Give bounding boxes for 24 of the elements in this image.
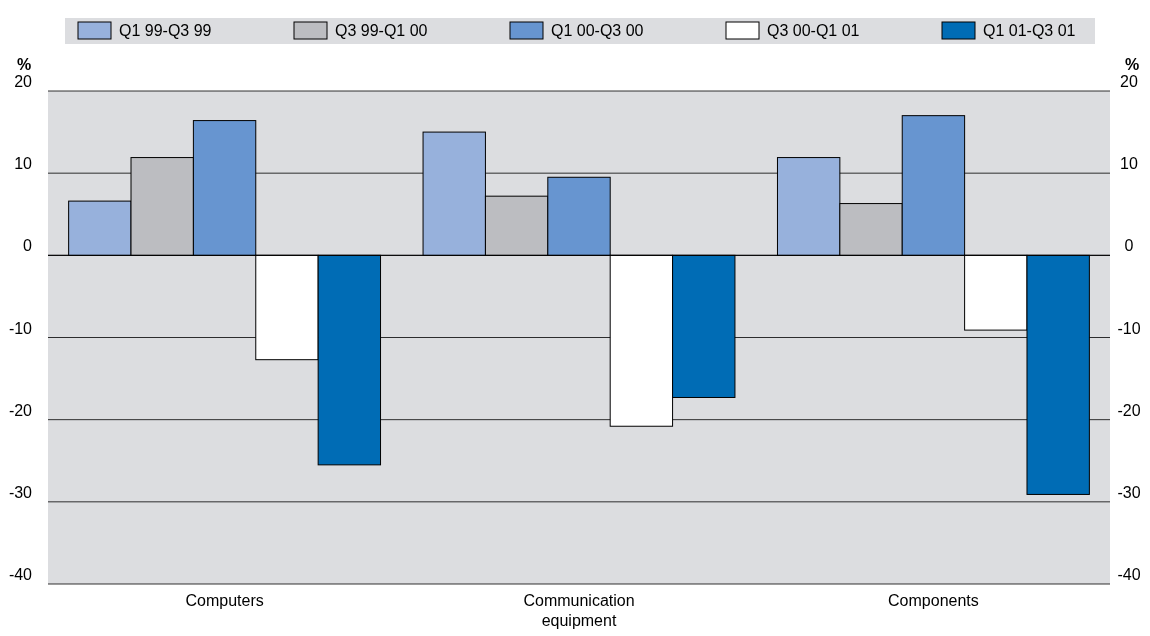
y2-tick-label: -30 xyxy=(1117,483,1141,501)
legend-label: Q3 99-Q1 00 xyxy=(335,22,428,39)
y2-tick-label: -40 xyxy=(1117,566,1141,583)
y2-tick-label: -10 xyxy=(1117,319,1141,337)
legend-label: Q1 99-Q3 99 xyxy=(119,22,212,39)
y-tick-label: -10 xyxy=(8,319,33,337)
y-tick-label: -40 xyxy=(8,566,33,583)
y2-axis-title: % xyxy=(1124,56,1140,73)
y-tick-label: 20 xyxy=(14,73,33,90)
legend-label: Q1 01-Q3 01 xyxy=(983,22,1076,39)
y2-tick-label: 20 xyxy=(1120,73,1138,90)
y2-tick-label: 0 xyxy=(1124,237,1134,255)
x-tick-label: Computers xyxy=(185,592,264,609)
y-axis-title: % xyxy=(16,56,32,73)
y2-tick-label: -20 xyxy=(1117,401,1141,419)
legend-label: Q3 00-Q1 01 xyxy=(767,22,860,39)
y-tick-label: 0 xyxy=(23,237,33,255)
x-tick-label: Communication equipment xyxy=(523,592,635,629)
x-tick-label: Components xyxy=(888,592,979,609)
y-tick-label: 10 xyxy=(14,155,33,173)
y2-tick-label: 10 xyxy=(1120,155,1138,173)
y-tick-label: -30 xyxy=(8,483,33,501)
legend-label: Q1 00-Q3 00 xyxy=(551,22,644,39)
y-tick-label: -20 xyxy=(8,401,33,419)
